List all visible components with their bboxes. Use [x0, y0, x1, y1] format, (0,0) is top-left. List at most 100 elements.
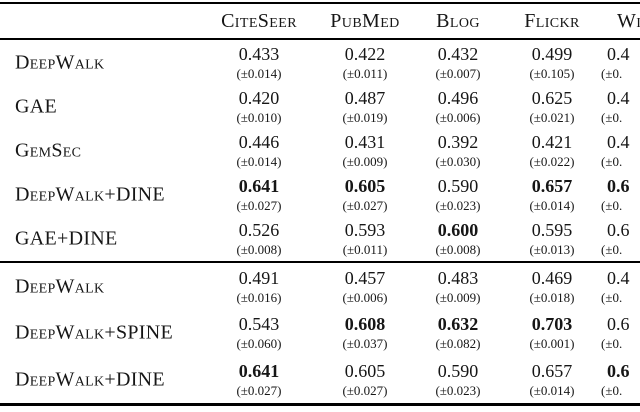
metric-cell: 0.543 (±0.060)	[199, 314, 319, 352]
metric-value: 0.491	[238, 268, 280, 289]
metric-cell: 0.420 (±0.010)	[199, 88, 319, 126]
metric-std: (±0.	[601, 336, 623, 352]
metric-std: (±0.037)	[342, 336, 388, 352]
metric-cell-truncated: 0.4 (±0.	[601, 88, 640, 126]
metric-std: (±0.011)	[342, 66, 388, 81]
metric-cell: 0.496 (±0.006)	[398, 88, 518, 126]
metric-std: (±0.027)	[342, 382, 388, 398]
metric-std: (±0.001)	[529, 336, 575, 352]
metric-cell: 0.433 (±0.014)	[199, 44, 319, 82]
table-bottom-rule	[0, 403, 640, 406]
metric-cell: 0.392 (±0.030)	[398, 132, 518, 170]
metric-value: 0.641	[238, 360, 280, 381]
section-separator-rule	[0, 261, 640, 263]
table-row: DeepWalk 0.491 (±0.016) 0.457 (±0.006) 0…	[0, 264, 640, 310]
metric-value: 0.6	[607, 314, 630, 335]
metric-std: (±0.	[601, 110, 623, 125]
metric-value: 0.420	[238, 88, 280, 108]
row-label: GAE+DINE	[15, 227, 118, 250]
metric-value: 0.4	[607, 44, 630, 64]
metric-cell: 0.595 (±0.013)	[492, 220, 612, 258]
table-row: GAE 0.420 (±0.010) 0.487 (±0.019) 0.496 …	[0, 85, 640, 129]
metric-std: (±0.014)	[236, 154, 282, 169]
metric-std: (±0.014)	[529, 382, 575, 398]
metric-cell: 0.605 (±0.027)	[305, 361, 425, 399]
metric-std: (±0.027)	[236, 382, 282, 398]
metric-cell: 0.590 (±0.023)	[398, 361, 518, 399]
metric-value: 0.6	[607, 176, 630, 196]
metric-std: (±0.019)	[342, 110, 388, 125]
metric-cell: 0.421 (±0.022)	[492, 132, 612, 170]
metric-value: 0.605	[344, 176, 386, 196]
table-row: DeepWalk 0.433 (±0.014) 0.422 (±0.011) 0…	[0, 41, 640, 85]
metric-std: (±0.006)	[342, 290, 388, 306]
metric-value: 0.590	[437, 360, 479, 381]
table-row: DeepWalk+SPINE 0.543 (±0.060) 0.608 (±0.…	[0, 310, 640, 356]
row-label: GAE	[15, 95, 58, 118]
metric-std: (±0.021)	[529, 110, 575, 125]
metric-cell: 0.491 (±0.016)	[199, 268, 319, 306]
metric-std: (±0.023)	[435, 198, 481, 213]
column-header-wiki-truncated: Wi	[617, 10, 640, 32]
metric-std: (±0.	[601, 154, 623, 169]
row-label: GemSec	[15, 139, 82, 162]
header-rule	[0, 38, 640, 40]
metric-cell: 0.422 (±0.011)	[305, 44, 425, 82]
metric-std: (±0.105)	[529, 66, 575, 81]
metric-value: 0.432	[437, 44, 479, 64]
metric-cell: 0.590 (±0.023)	[398, 176, 518, 214]
metric-std: (±0.018)	[529, 290, 575, 306]
metric-value: 0.657	[531, 176, 573, 196]
metric-std: (±0.	[601, 290, 623, 306]
metric-value: 0.600	[437, 220, 479, 240]
metric-std: (±0.030)	[435, 154, 481, 169]
metric-std: (±0.011)	[342, 242, 388, 257]
metric-std: (±0.022)	[529, 154, 575, 169]
metric-value: 0.433	[238, 44, 280, 64]
metric-cell: 0.641 (±0.027)	[199, 176, 319, 214]
metric-cell-truncated: 0.6 (±0.	[601, 314, 640, 352]
metric-std: (±0.	[601, 198, 623, 213]
metric-value: 0.483	[437, 268, 479, 289]
metric-value: 0.590	[437, 176, 479, 196]
table-section-2: DeepWalk 0.491 (±0.016) 0.457 (±0.006) 0…	[0, 264, 640, 403]
metric-value: 0.608	[344, 314, 386, 335]
column-header-pubmed: PubMed	[330, 10, 400, 32]
metric-value: 0.6	[607, 220, 630, 240]
metric-cell: 0.487 (±0.019)	[305, 88, 425, 126]
metric-cell: 0.625 (±0.021)	[492, 88, 612, 126]
metric-std: (±0.	[601, 382, 623, 398]
metric-value: 0.431	[344, 132, 386, 152]
metric-value: 0.4	[607, 88, 630, 108]
metric-cell: 0.483 (±0.009)	[398, 268, 518, 306]
metric-value: 0.392	[437, 132, 479, 152]
metric-value: 0.595	[531, 220, 573, 240]
metric-cell: 0.641 (±0.027)	[199, 361, 319, 399]
column-header-blog: Blog	[436, 10, 480, 32]
table-row: GemSec 0.446 (±0.014) 0.431 (±0.009) 0.3…	[0, 129, 640, 173]
metric-std: (±0.023)	[435, 382, 481, 398]
metric-std: (±0.008)	[435, 242, 481, 257]
metric-value: 0.4	[607, 132, 630, 152]
metric-cell: 0.457 (±0.006)	[305, 268, 425, 306]
metric-value: 0.446	[238, 132, 280, 152]
metric-cell: 0.432 (±0.007)	[398, 44, 518, 82]
metric-value: 0.703	[531, 314, 573, 335]
metric-std: (±0.027)	[236, 198, 282, 213]
row-label: DeepWalk+DINE	[15, 183, 165, 206]
metric-cell: 0.608 (±0.037)	[305, 314, 425, 352]
table-row: DeepWalk+DINE 0.641 (±0.027) 0.605 (±0.0…	[0, 357, 640, 403]
metric-cell-truncated: 0.4 (±0.	[601, 132, 640, 170]
metric-cell-truncated: 0.6 (±0.	[601, 176, 640, 214]
metric-cell: 0.600 (±0.008)	[398, 220, 518, 258]
metric-std: (±0.007)	[435, 66, 481, 81]
metric-value: 0.657	[531, 360, 573, 381]
row-label: DeepWalk+SPINE	[15, 321, 174, 344]
table-top-rule	[0, 2, 640, 4]
metric-cell: 0.657 (±0.014)	[492, 176, 612, 214]
metric-cell: 0.499 (±0.105)	[492, 44, 612, 82]
metric-value: 0.457	[344, 268, 386, 289]
metric-std: (±0.009)	[342, 154, 388, 169]
row-label: DeepWalk+DINE	[15, 368, 165, 391]
metric-std: (±0.014)	[529, 198, 575, 213]
